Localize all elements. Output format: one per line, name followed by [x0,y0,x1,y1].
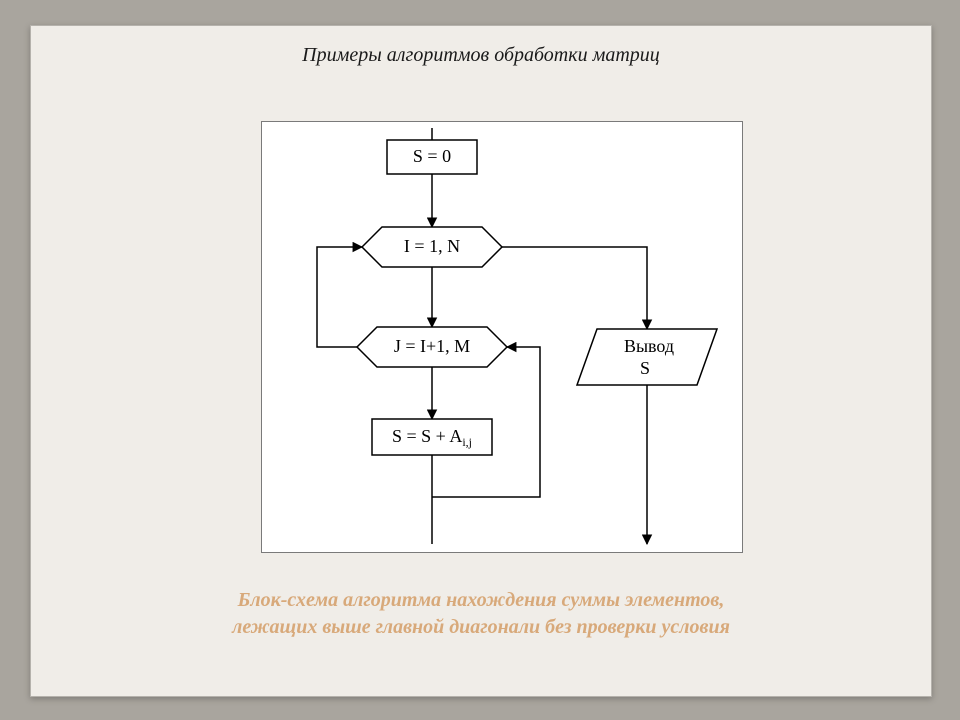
node-loop-i: I = 1, N [362,227,502,267]
slide-frame: Примеры алгоритмов обработки матриц [30,25,932,697]
slide-caption: Блок-схема алгоритма нахождения суммы эл… [81,587,881,641]
node-body: S = S + Ai,j [372,419,492,455]
caption-line-1: Блок-схема алгоритма нахождения суммы эл… [238,589,725,611]
node-loop-j-label: J = I+1, M [394,336,470,356]
slide-title: Примеры алгоритмов обработки матриц [31,44,931,67]
node-start-label: S = 0 [413,146,451,166]
node-loop-i-label: I = 1, N [404,236,460,256]
node-output-label1: Вывод [624,336,674,356]
node-output-label2: S [640,358,650,378]
node-body-label: S = S + Ai,j [392,426,472,449]
caption-line-2: лежащих выше главной диагонали без прове… [232,616,730,638]
node-start: S = 0 [387,140,477,174]
flowchart-svg: S = 0 I = 1, N J = I+1, M S = S + Ai,j В… [262,122,742,552]
node-output: Вывод S [577,329,717,385]
flowchart-panel: S = 0 I = 1, N J = I+1, M S = S + Ai,j В… [261,121,743,553]
node-loop-j: J = I+1, M [357,327,507,367]
